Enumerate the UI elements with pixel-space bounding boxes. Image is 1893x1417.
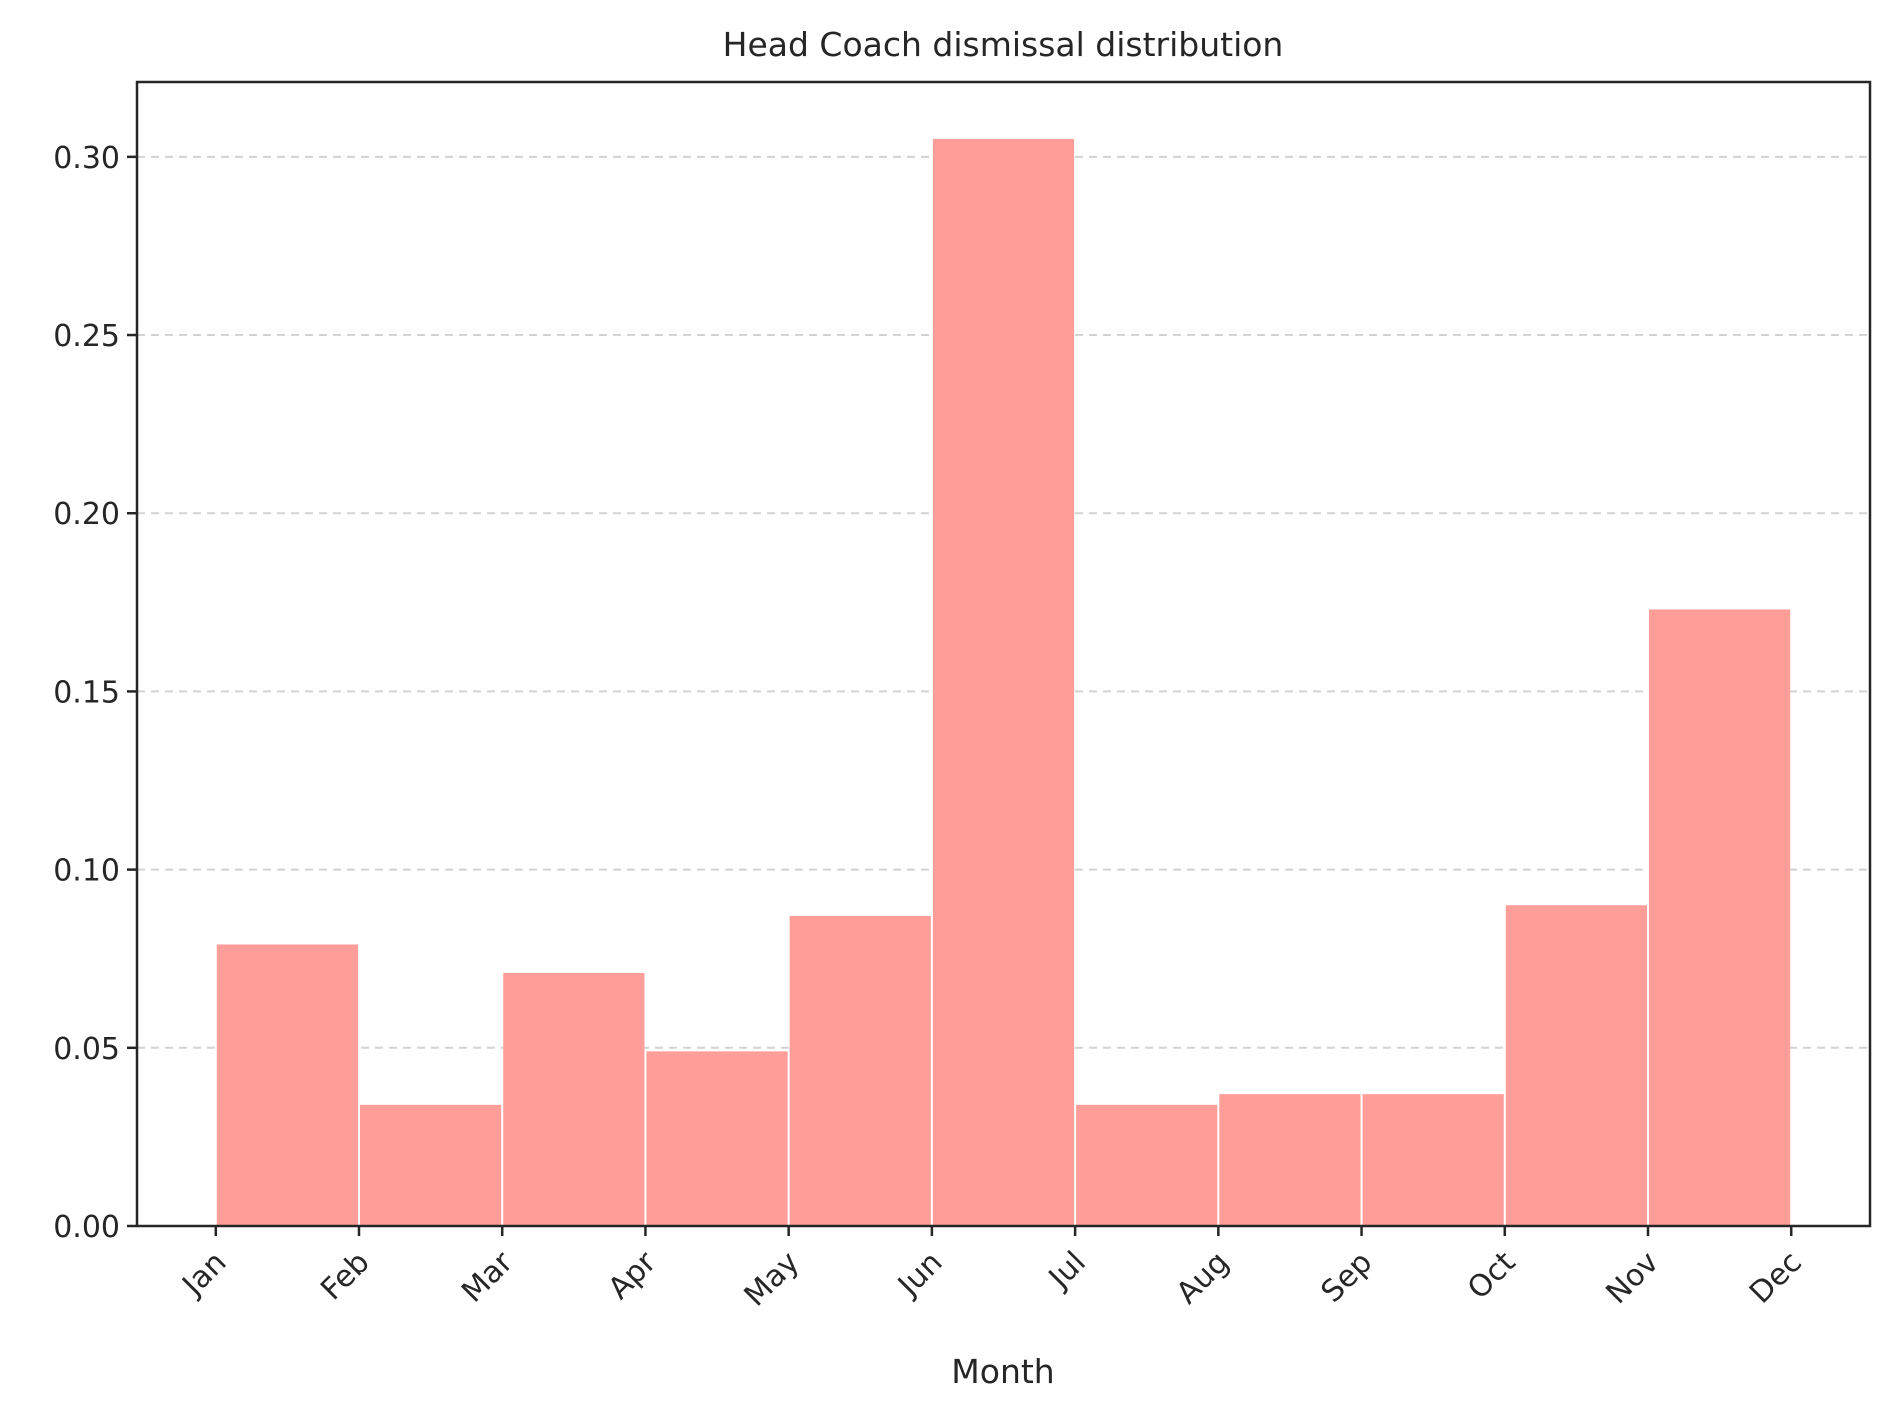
bar-oct [1505,905,1648,1226]
bar-jun [932,139,1075,1226]
bar-jul [1076,1104,1218,1226]
x-tick-label: Jan [175,1245,234,1304]
y-axis: 0.00 0.05 0.10 0.15 0.20 0.25 0.30 [53,141,137,1245]
y-tick-label: 0.25 [53,319,120,354]
y-tick-label: 0.15 [53,675,120,710]
x-tick-label: Nov [1600,1245,1666,1311]
y-tick-label: 0.05 [53,1032,120,1067]
bar-may [789,915,931,1226]
x-axis: Jan Feb Mar Apr May Jun Jul Aug Sep Oct Nov Dec [175,1226,1809,1314]
y-tick-label: 0.00 [53,1210,120,1245]
x-tick-label: Feb [314,1245,376,1307]
bar-feb [359,1104,502,1226]
x-tick-label: May [738,1245,807,1314]
x-tick-label: Mar [455,1244,520,1309]
x-tick-label: Apr [602,1244,664,1306]
bar-jan [216,944,358,1226]
x-tick-label: Dec [1743,1245,1809,1311]
chart-title: Head Coach dismissal distribution [723,25,1284,64]
x-tick-label: Oct [1461,1245,1523,1307]
x-tick-label: Jun [890,1245,949,1304]
bar-nov [1649,609,1791,1226]
x-tick-label: Sep [1314,1245,1379,1310]
bar-mar [503,972,645,1226]
plot-frame [135,80,1872,1228]
y-tick-label: 0.10 [53,854,120,889]
x-tick-label: Aug [1170,1245,1236,1311]
bar-aug [1219,1094,1361,1226]
bar-sep [1362,1094,1504,1226]
bars [216,139,1791,1226]
x-axis-label: Month [951,1352,1054,1391]
bar-apr [646,1051,788,1226]
y-tick-label: 0.30 [53,141,120,176]
x-tick-label: Jul [1041,1245,1093,1297]
y-tick-label: 0.20 [53,497,120,532]
